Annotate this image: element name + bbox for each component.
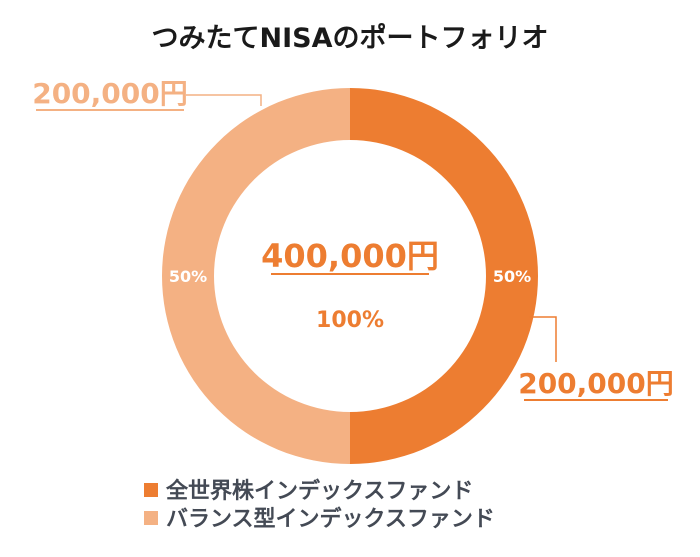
- value-callouts: 200,000円 200,000円: [32, 77, 674, 401]
- legend-label: バランス型インデックスファンド: [166, 506, 495, 532]
- slice-percent-label: 50%: [493, 267, 531, 286]
- callout-value-label: 200,000円: [32, 77, 188, 110]
- callout-value-label: 200,000円: [518, 367, 674, 400]
- donut-slice: [350, 88, 538, 464]
- donut-slice: [162, 88, 350, 464]
- center-total-amount: 400,000円: [261, 237, 439, 275]
- callout-leader-line: [529, 316, 557, 362]
- legend-swatch: [144, 511, 158, 525]
- callout-leader-line: [186, 94, 262, 106]
- slice-percent-labels: 50% 50%: [169, 267, 531, 286]
- donut-slices: [162, 88, 538, 464]
- legend-swatch: [144, 483, 158, 497]
- center-total-percent: 100%: [316, 308, 384, 333]
- slice-percent-label: 50%: [169, 267, 207, 286]
- center-summary: 400,000円 100%: [261, 237, 439, 333]
- legend-label: 全世界株インデックスファンド: [165, 478, 473, 504]
- chart-title: つみたてNISAのポートフォリオ: [152, 23, 549, 54]
